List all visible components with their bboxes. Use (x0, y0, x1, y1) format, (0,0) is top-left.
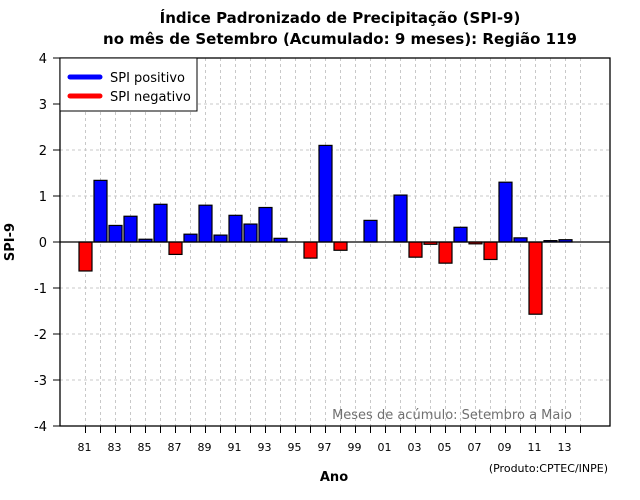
x-tick-label: 97 (318, 441, 332, 454)
x-tick-label: 89 (198, 441, 212, 454)
bar-positive-09 (498, 181, 513, 243)
bar-positive-82 (93, 179, 108, 243)
y-tick-label: 3 (39, 98, 47, 113)
bar-positive-92 (243, 223, 258, 243)
bar-negative-05 (438, 241, 453, 264)
x-axis: 81 83 85 87 89 91 93 95 97 99 01 03 05 07 09 11 13 (78, 426, 581, 454)
y-tick-label: -3 (34, 374, 47, 389)
bar-positive-84 (123, 215, 138, 243)
gridlines (60, 58, 610, 426)
y-tick-label: -4 (34, 420, 47, 435)
x-tick-label: 91 (228, 441, 242, 454)
bar-positive-88 (183, 233, 198, 243)
x-tick-label: 03 (408, 441, 422, 454)
bar-negative-96 (303, 241, 318, 259)
y-tick-label: 2 (39, 144, 47, 159)
bar-positive-91 (228, 214, 243, 243)
chart-title-line-2: no mês de Setembro (Acumulado: 9 meses):… (103, 30, 577, 48)
chart-title-line-1: Índice Padronizado de Precipitação (SPI-… (160, 8, 521, 27)
x-tick-label: 05 (438, 441, 452, 454)
x-tick-label: 13 (558, 441, 572, 454)
y-tick-label: -2 (34, 328, 47, 343)
legend-label-positive: SPI positivo (110, 71, 185, 86)
bar-negative-08 (483, 241, 498, 261)
x-tick-label: 99 (348, 441, 362, 454)
bar-negative-03 (408, 241, 423, 258)
bar-positive-97 (318, 144, 333, 243)
bar-negative-98 (333, 241, 348, 251)
bar-positive-86 (153, 203, 168, 243)
x-tick-label: 87 (168, 441, 182, 454)
x-tick-label: 95 (288, 441, 302, 454)
bar-positive-06 (453, 226, 468, 243)
bar-positive-00 (363, 219, 378, 243)
bar-negative-81 (78, 241, 93, 272)
x-tick-label: 81 (78, 441, 92, 454)
y-tick-label: 0 (39, 236, 47, 251)
y-axis-label: SPI-9 (3, 223, 18, 261)
x-tick-label: 85 (138, 441, 152, 454)
legend-box (59, 57, 198, 112)
bars (78, 144, 573, 315)
bar-negative-11 (528, 241, 543, 315)
bar-positive-83 (108, 224, 123, 243)
y-axis: 4 3 2 1 0 -1 -2 -3 -4 (34, 52, 60, 435)
y-tick-label: 4 (39, 52, 47, 67)
x-tick-label: 01 (378, 441, 392, 454)
x-tick-label: 11 (528, 441, 542, 454)
x-axis-label: Ano (320, 470, 348, 485)
bar-positive-90 (213, 234, 228, 243)
bar-positive-89 (198, 204, 213, 243)
x-tick-label: 09 (498, 441, 512, 454)
x-tick-label: 07 (468, 441, 482, 454)
legend: SPI positivo SPI negativo (59, 57, 198, 112)
y-tick-label: 1 (39, 190, 47, 205)
x-tick-label: 83 (108, 441, 122, 454)
legend-label-negative: SPI negativo (110, 90, 191, 105)
x-tick-label: 93 (258, 441, 272, 454)
accumulation-annotation: Meses de acúmulo: Setembro a Maio (332, 408, 572, 423)
bar-positive-93 (258, 206, 273, 243)
bar-negative-87 (168, 241, 183, 256)
bar-positive-02 (393, 194, 408, 243)
product-credit: (Produto:CPTEC/INPE) (489, 462, 608, 475)
y-tick-label: -1 (34, 282, 47, 297)
